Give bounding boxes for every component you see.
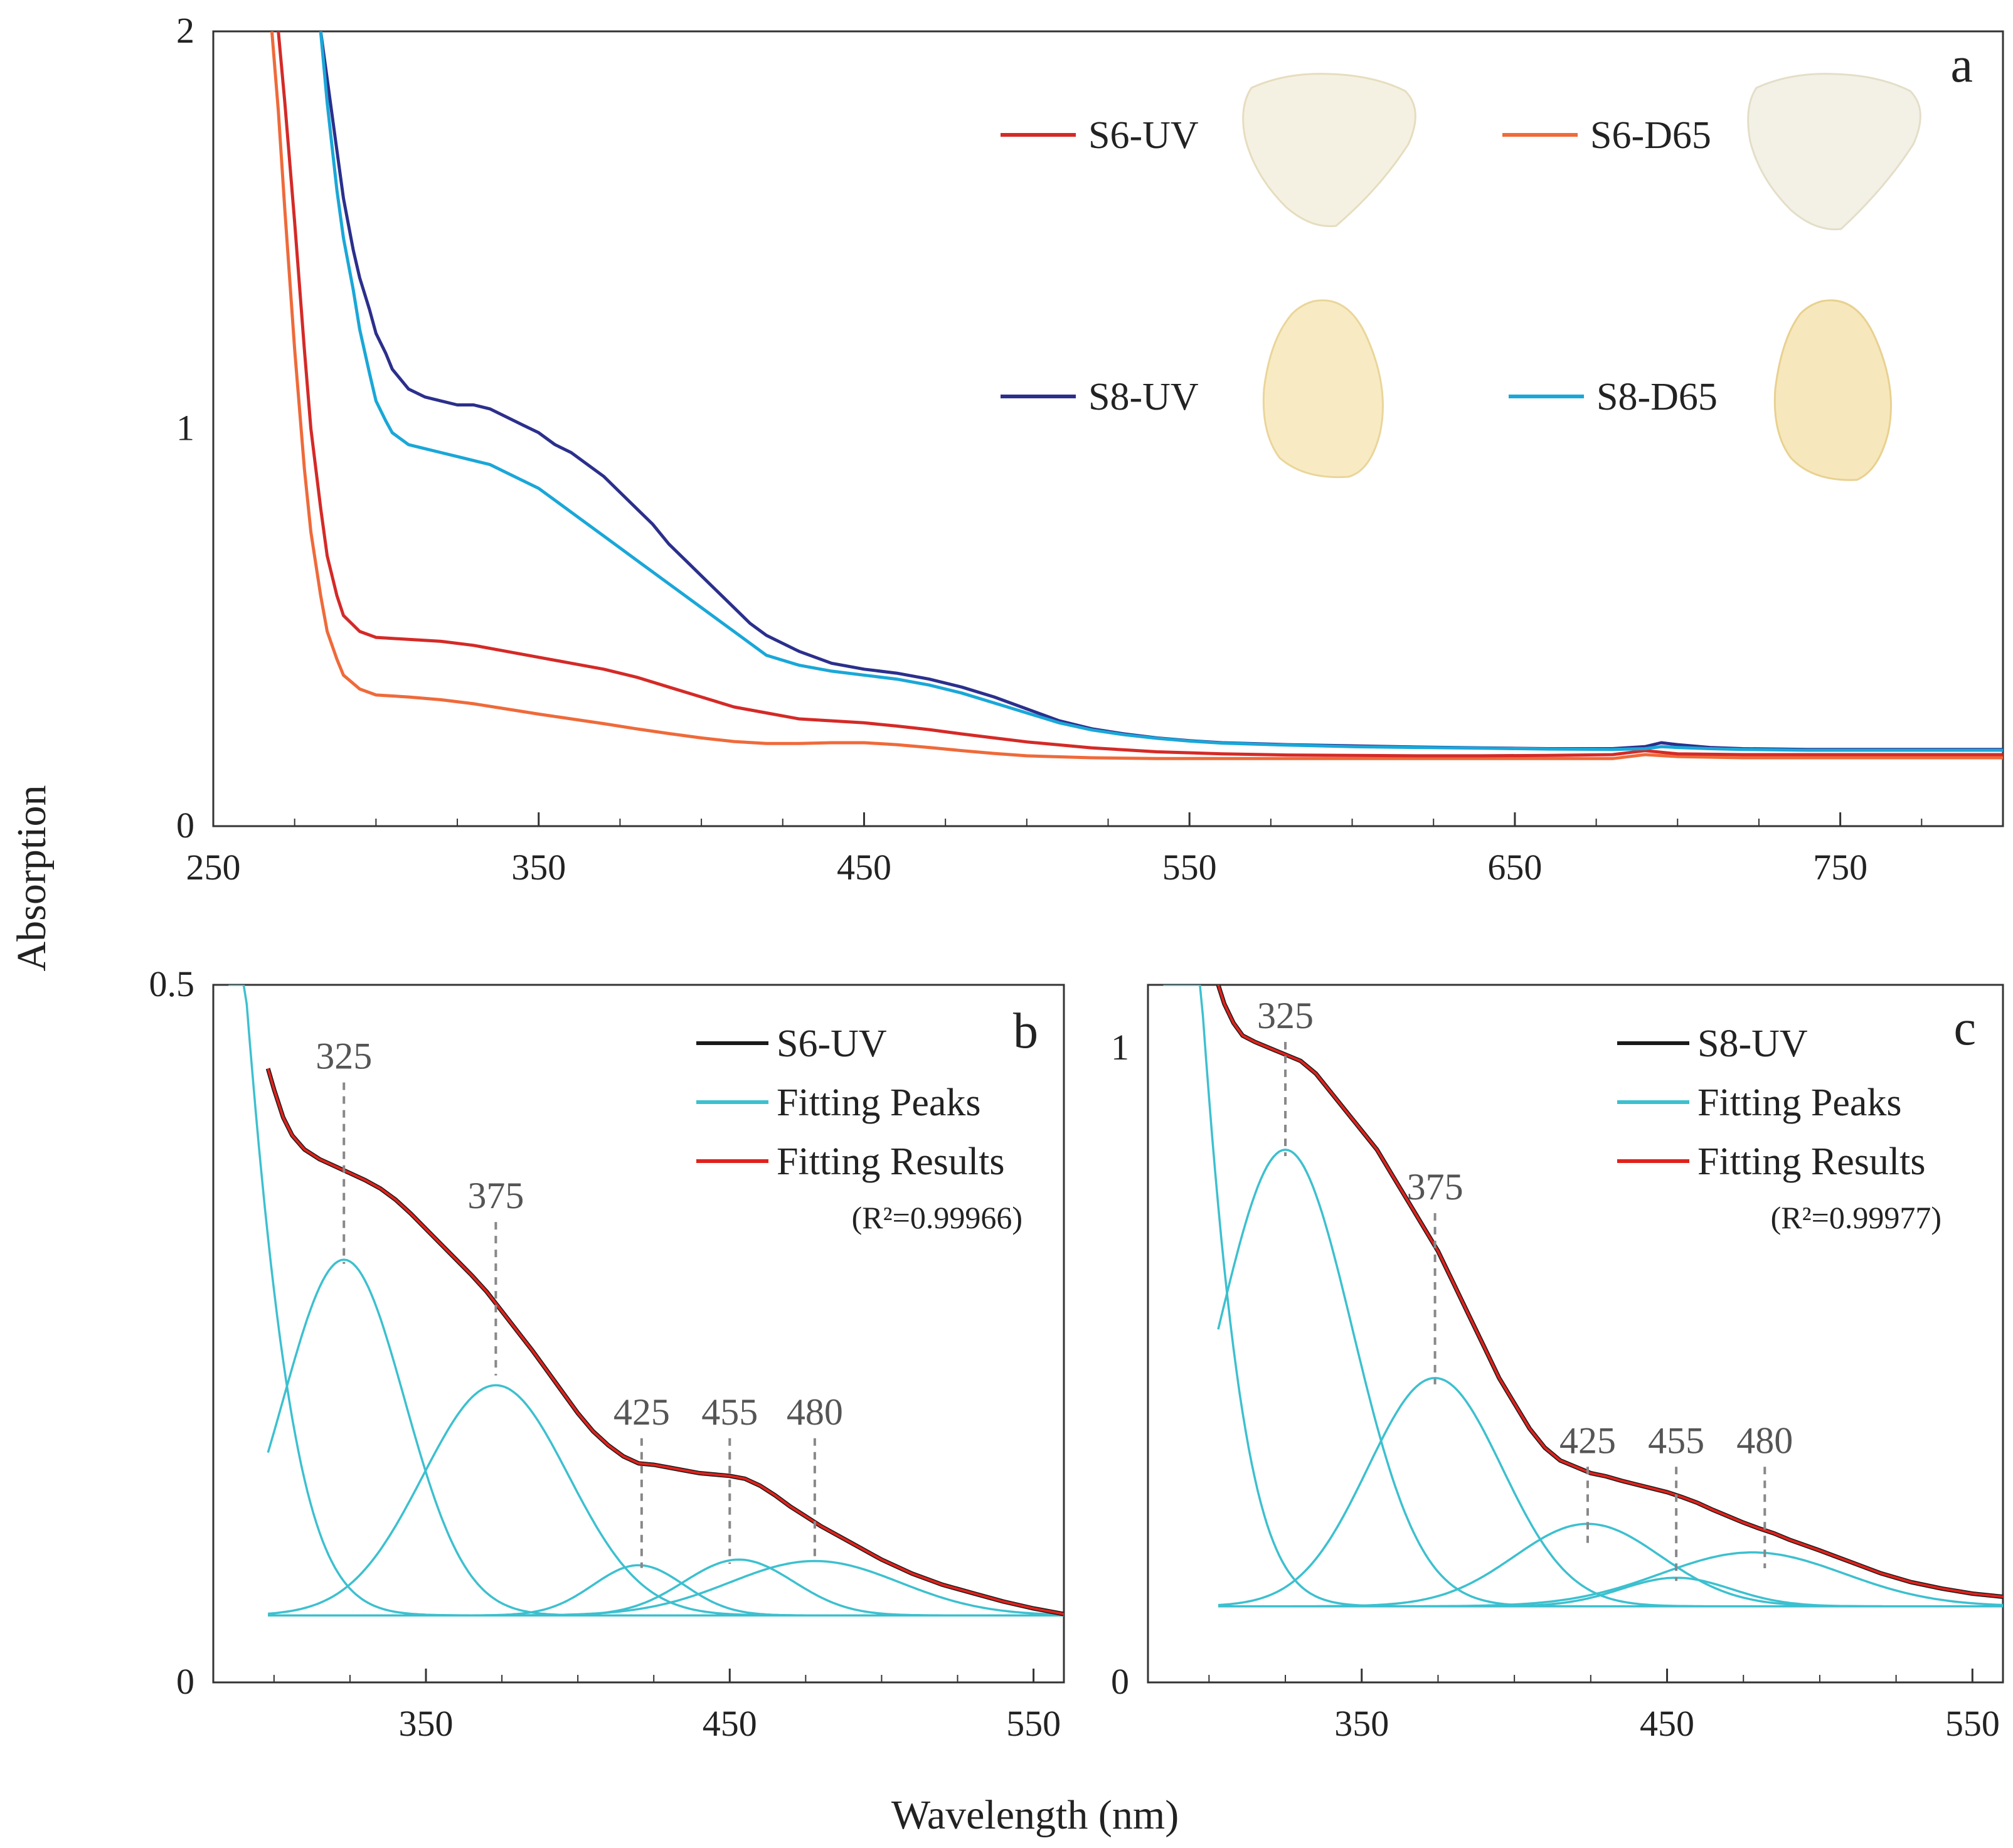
peak-label-455: 455 (701, 1391, 758, 1433)
peak-label-425: 425 (1559, 1420, 1616, 1461)
panel-c-y-tick-label: 1 (1111, 1027, 1129, 1068)
panel-a-x-tick-label: 550 (1162, 847, 1217, 888)
x-axis-title: Wavelength (nm) (891, 1792, 1179, 1838)
panel-c-plot: 350 450 550 0 1 325 375 425 455 480 (1111, 985, 2003, 1744)
fitting-peak-tail (1163, 985, 1453, 1608)
panel-a-y-tick-label: 0 (176, 805, 194, 846)
fitting-result-line (1217, 985, 2003, 1598)
legend-b-r2: (R²=0.99966) (852, 1200, 1022, 1235)
panel-a-y-tick-label: 2 (176, 10, 194, 51)
panel-letter-b: b (1013, 1004, 1038, 1059)
measured-line-s8-uv (1216, 985, 2003, 1599)
legend-c-label-peaks: Fitting Peaks (1697, 1081, 1902, 1124)
series-line-s6-uv (277, 31, 2003, 758)
peak-label-375: 375 (467, 1175, 524, 1216)
fitting-peak-374 (1218, 1377, 2003, 1608)
legend-c-label-results: Fitting Results (1697, 1140, 1925, 1183)
fitting-peak-478 (268, 1559, 1064, 1617)
panel-a-plot: 250 350 450 550 650 750 0 1 2 (176, 10, 2004, 888)
panel-b-x-tick-label: 350 (399, 1703, 454, 1744)
fitting-peak-323 (267, 1258, 1064, 1617)
fitting-peak-420 (268, 1564, 1064, 1617)
panel-c-x-tick-label: 550 (1945, 1703, 2000, 1744)
panel-a-x-tick-label: 250 (186, 847, 241, 888)
gem-photo-s8-uv (1262, 299, 1384, 479)
peak-label-425: 425 (613, 1391, 670, 1433)
panel-b-y-tick-label: 0.5 (149, 964, 195, 1004)
legend-a-label-s6-d65: S6-D65 (1590, 114, 1711, 157)
panel-b-curves (228, 985, 1064, 1617)
peak-label-480: 480 (1736, 1420, 1793, 1461)
y-axis-title: Absorption (9, 785, 55, 972)
panel-c-x-tick-label: 450 (1640, 1703, 1694, 1744)
legend-a-label-s8-uv: S8-UV (1088, 376, 1199, 418)
legend-b: S6-UV Fitting Peaks Fitting Results (R²=… (696, 1022, 1022, 1235)
legend-b-label-measured: S6-UV (777, 1022, 887, 1065)
gem-photo-s8-d65 (1773, 299, 1892, 481)
panel-b-x-tick-label: 450 (703, 1703, 757, 1744)
panel-c-x-tick-label: 350 (1334, 1703, 1389, 1744)
panel-c-y-tick-label: 0 (1111, 1661, 1129, 1702)
peak-label-325: 325 (1257, 995, 1314, 1036)
peak-label-480: 480 (787, 1391, 843, 1433)
panel-letter-a: a (1950, 38, 1973, 93)
panel-b-x-tick-label: 550 (1006, 1703, 1061, 1744)
legend-c: S8-UV Fitting Peaks Fitting Results (R²=… (1617, 1022, 1941, 1235)
legend-c-r2: (R²=0.99977) (1771, 1200, 1941, 1235)
legend-a-label-s6-uv: S6-UV (1088, 114, 1199, 157)
panel-letter-c: c (1953, 1001, 1976, 1056)
legend-c-label-measured: S8-UV (1697, 1022, 1808, 1065)
legend-b-label-peaks: Fitting Peaks (777, 1081, 981, 1124)
legend-a-label-s8-d65: S8-D65 (1596, 376, 1718, 418)
peak-label-375: 375 (1407, 1166, 1463, 1208)
panel-c-curves (1163, 985, 2003, 1608)
legend-b-label-results: Fitting Results (777, 1140, 1004, 1183)
peak-label-455: 455 (1648, 1420, 1704, 1461)
panel-c-frame (1147, 984, 2004, 1684)
series-line-s6-d65 (270, 31, 2003, 760)
series-line-s8-d65 (319, 31, 2003, 752)
fitting-result-line (267, 1068, 1064, 1615)
gem-photo-s6-d65 (1747, 73, 1921, 231)
panel-a-x-tick-label: 750 (1813, 847, 1867, 888)
peak-label-325: 325 (316, 1036, 372, 1077)
panel-b-frame (212, 984, 1065, 1684)
legend-a: S6-UV S6-D65 S8-UV S8-D65 (1001, 114, 1718, 418)
gem-photo-s6-uv (1242, 73, 1416, 228)
fitting-peak-424 (1218, 1522, 2003, 1608)
panel-b-y-tick-label: 0 (176, 1661, 194, 1702)
panel-a-x-tick-label: 650 (1487, 847, 1542, 888)
panel-a-x-tick-label: 450 (837, 847, 891, 888)
panel-a-y-tick-label: 1 (176, 408, 194, 449)
panel-a-x-tick-label: 350 (511, 847, 566, 888)
panel-b-plot: 350 450 550 0 0.5 325 375 425 455 480 (149, 964, 1064, 1744)
